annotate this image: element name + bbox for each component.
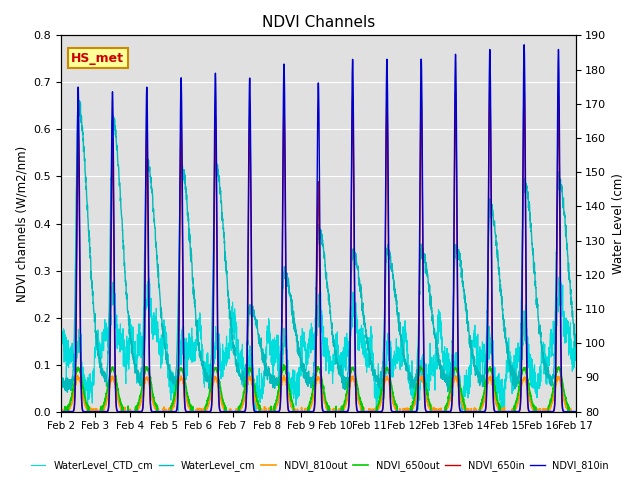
Line: WaterLevel_cm: WaterLevel_cm [61, 100, 575, 392]
NDVI_810in [520, 42, 528, 48]
WaterLevel_cm [63, 389, 71, 395]
NDVI_650in [147, 400, 154, 406]
NDVI_810in [116, 409, 124, 415]
NDVI_810in [562, 409, 570, 415]
NDVI_650in [486, 80, 493, 85]
NDVI_650out [255, 401, 262, 407]
WaterLevel_CTD_cm [116, 334, 124, 339]
Line: NDVI_810out: NDVI_810out [61, 375, 575, 412]
NDVI_650out [280, 362, 287, 368]
WaterLevel_cm [562, 222, 570, 228]
NDVI_810in [57, 409, 65, 415]
WaterLevel_CTD_cm [252, 409, 259, 415]
WaterLevel_cm [506, 359, 514, 364]
NDVI_810out [562, 403, 570, 408]
Title: NDVI Channels: NDVI Channels [262, 15, 375, 30]
WaterLevel_cm [57, 378, 65, 384]
WaterLevel_cm [572, 343, 579, 348]
WaterLevel_CTD_cm [562, 334, 570, 340]
NDVI_650in [255, 409, 262, 415]
NDVI_810out [572, 409, 579, 415]
NDVI_650out [57, 409, 65, 415]
WaterLevel_CTD_cm [506, 375, 514, 381]
Line: NDVI_650out: NDVI_650out [61, 365, 575, 412]
NDVI_650out [116, 396, 124, 402]
NDVI_810in [572, 409, 579, 415]
NDVI_810out [506, 409, 514, 415]
NDVI_650in [277, 398, 285, 404]
NDVI_810in [277, 391, 285, 397]
NDVI_650in [506, 409, 514, 415]
WaterLevel_CTD_cm [572, 355, 579, 360]
NDVI_810in [147, 396, 154, 401]
WaterLevel_cm [116, 186, 124, 192]
NDVI_810out [147, 388, 154, 394]
NDVI_650out [147, 376, 154, 382]
Text: HS_met: HS_met [71, 52, 124, 65]
NDVI_650out [572, 409, 579, 415]
NDVI_650in [116, 409, 124, 415]
Y-axis label: NDVI channels (W/m2/nm): NDVI channels (W/m2/nm) [15, 145, 28, 301]
NDVI_650in [57, 409, 65, 415]
NDVI_650in [562, 409, 570, 415]
WaterLevel_CTD_cm [147, 310, 154, 315]
Line: WaterLevel_CTD_cm: WaterLevel_CTD_cm [61, 270, 575, 412]
NDVI_810out [57, 409, 65, 415]
WaterLevel_CTD_cm [557, 267, 564, 273]
WaterLevel_CTD_cm [277, 363, 285, 369]
NDVI_810out [277, 384, 285, 390]
Line: NDVI_810in: NDVI_810in [61, 45, 575, 412]
NDVI_810in [506, 409, 514, 415]
Legend: WaterLevel_CTD_cm, WaterLevel_cm, NDVI_810out, NDVI_650out, NDVI_650in, NDVI_810: WaterLevel_CTD_cm, WaterLevel_cm, NDVI_8… [27, 456, 613, 475]
NDVI_650out [506, 409, 514, 415]
WaterLevel_cm [75, 97, 83, 103]
Y-axis label: Water Level (cm): Water Level (cm) [612, 173, 625, 274]
WaterLevel_CTD_cm [255, 395, 262, 400]
NDVI_810in [255, 409, 262, 415]
WaterLevel_cm [277, 351, 285, 357]
NDVI_810out [255, 406, 262, 411]
NDVI_810out [116, 403, 124, 409]
NDVI_650out [562, 396, 570, 402]
NDVI_650in [572, 409, 579, 415]
NDVI_650out [277, 377, 285, 383]
WaterLevel_CTD_cm [57, 314, 65, 320]
Line: NDVI_650in: NDVI_650in [61, 83, 575, 412]
WaterLevel_cm [147, 180, 154, 185]
WaterLevel_cm [255, 336, 262, 342]
NDVI_810out [74, 372, 81, 378]
